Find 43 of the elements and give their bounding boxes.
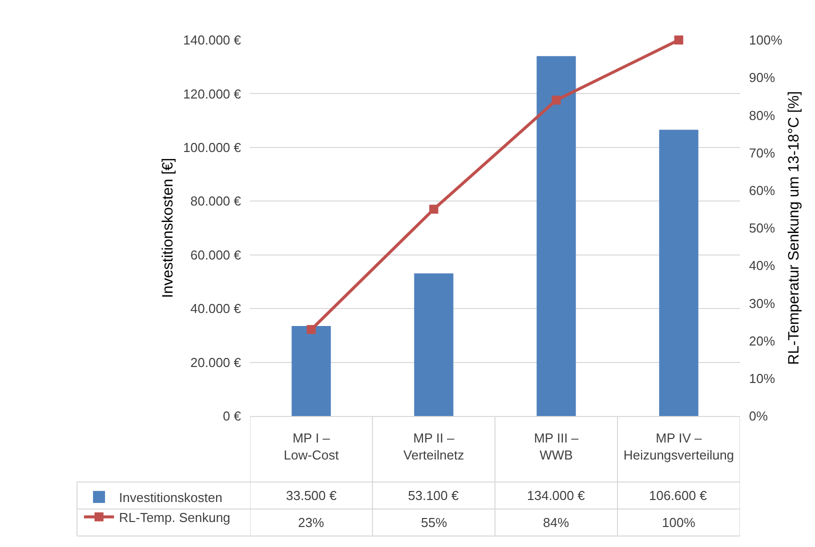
y-tick-label: 40.000 € (190, 301, 242, 316)
y-axis-title: Investitionskosten [€] (159, 158, 176, 298)
x-tick-label: MP I – Low-Cost (284, 430, 340, 462)
x-tick-label: MP III – WWB (534, 430, 580, 462)
data-label: 53.100 € (408, 488, 460, 503)
data-label: 33.500 € (286, 488, 338, 503)
point (306, 325, 316, 334)
y2-tick-label: 30% (749, 296, 776, 311)
bar (292, 326, 331, 416)
y2-tick-label: 10% (749, 370, 776, 386)
x-tick-label: MP IV – Heizungsverteilung (623, 430, 734, 462)
data-label: 134.000 € (527, 488, 586, 503)
data-label: 106.600 € (649, 488, 708, 503)
y-tick-label: 80.000 € (190, 194, 242, 209)
x-tick-label: MP II – Verteilnetz (403, 430, 464, 462)
legend-label: Investitionskosten (119, 490, 222, 506)
y-tick-label: 60.000 € (190, 247, 242, 262)
bar (414, 273, 454, 416)
point (674, 36, 684, 44)
y2-tick-label: 80% (749, 108, 776, 123)
data-label: 84% (543, 515, 570, 530)
y2-tick-label: 0% (749, 408, 768, 424)
point (429, 204, 438, 214)
y-tick-label: 0 € (222, 408, 242, 424)
y-tick-label: 100.000 € (183, 140, 242, 155)
y2-tick-label: 50% (749, 220, 776, 236)
y2-axis-title: RL-Temperatur Senkung um 13-18°C [%] (786, 91, 803, 365)
y-tick-label: 120.000 € (183, 86, 242, 102)
y-tick-label: 140.000 € (183, 32, 242, 48)
data-label: 100% (662, 515, 696, 530)
y2-tick-label: 70% (749, 145, 776, 160)
data-label: 55% (421, 515, 448, 530)
y2-tick-label: 40% (749, 258, 776, 274)
bar (536, 56, 576, 416)
data-label: 23% (298, 515, 324, 530)
y2-tick-label: 90% (749, 70, 776, 86)
y2-tick-label: 60% (749, 182, 776, 198)
bar (659, 130, 698, 416)
y2-tick-label: 20% (749, 333, 776, 348)
y-tick-label: 20.000 € (190, 354, 242, 370)
legend-label: RL-Temp. Senkung (119, 510, 230, 525)
point (552, 96, 561, 105)
y2-tick-label: 100% (749, 32, 783, 48)
